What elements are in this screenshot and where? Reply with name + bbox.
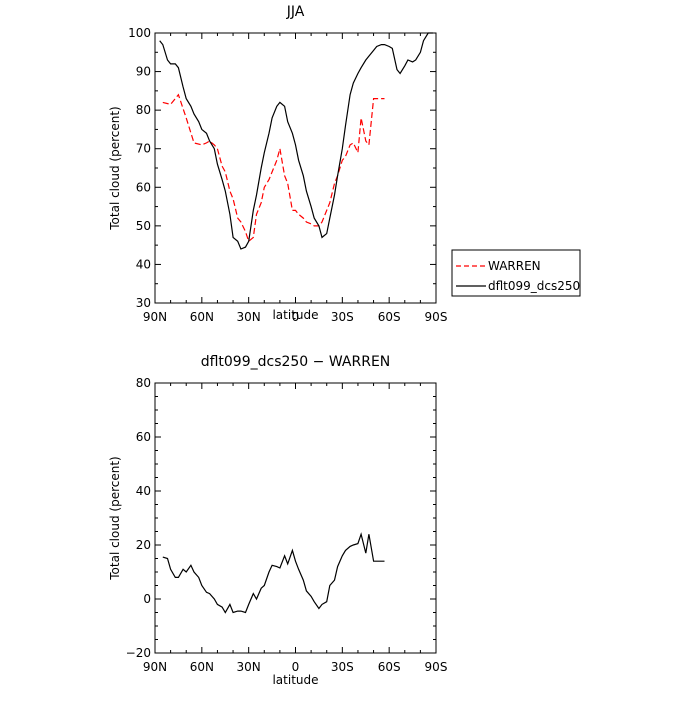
panel1-x-axis-label: latitude (272, 308, 318, 322)
panel1-series-line-dflt099-dcs250 (159, 32, 433, 250)
panel1-x-tick-label: 60S (378, 310, 401, 324)
panel1-y-tick-label: 90 (136, 65, 151, 79)
panel2-plot-frame (154, 382, 437, 654)
panel1-y-tick-label: 30 (136, 296, 151, 310)
panel1-y-tick-label: 50 (136, 219, 151, 233)
panel2-x-tick-label: 30S (331, 660, 354, 674)
panel2-x-tick-label: 60S (378, 660, 401, 674)
panel2-y-tick-label: 60 (136, 430, 151, 444)
panel1-y-tick-label: 100 (128, 26, 151, 40)
panel1-x-tick-label: 90S (425, 310, 448, 324)
legend-label: WARREN (488, 259, 541, 273)
panel1-chart-title: JJA (286, 4, 305, 20)
panel2-chart-title: dflt099_dcs250 − WARREN (201, 354, 391, 370)
panel2-y-tick-label: 40 (136, 484, 151, 498)
panel2-series-line-difference (162, 532, 385, 614)
panel1-y-tick-label: 70 (136, 142, 151, 156)
legend-label: dflt099_dcs250 (488, 279, 580, 293)
panel2-y-tick-label: 20 (136, 538, 151, 552)
panel2-x-axis-label: latitude (272, 673, 318, 687)
panel2-y-tick-label: 0 (143, 592, 151, 606)
panel1-plot-frame (154, 32, 437, 304)
panel1-y-tick-label: 40 (136, 257, 151, 271)
panel1-series-line-warren (162, 93, 385, 243)
panel1-x-tick-label: 60N (190, 310, 214, 324)
legend-box (451, 249, 581, 297)
panel2-y-axis-label: Total cloud (percent) (108, 456, 122, 580)
panel2-y-tick-label: 80 (136, 376, 151, 390)
panel1-y-axis-label: Total cloud (percent) (108, 106, 122, 230)
panel2-x-tick-label: 90S (425, 660, 448, 674)
panel2-y-tick-label: −20 (126, 646, 151, 660)
panel2-x-tick-label: 90N (143, 660, 167, 674)
panel1-x-tick-label: 30N (237, 310, 261, 324)
panel1-x-tick-label: 90N (143, 310, 167, 324)
panel1-y-tick-label: 80 (136, 103, 151, 117)
panel1-y-tick-label: 60 (136, 180, 151, 194)
panel1-x-tick-label: 0 (292, 310, 300, 324)
panel1-x-tick-label: 30S (331, 310, 354, 324)
panel2-x-tick-label: 60N (190, 660, 214, 674)
panel2-x-tick-label: 0 (292, 660, 300, 674)
panel2-x-tick-label: 30N (237, 660, 261, 674)
